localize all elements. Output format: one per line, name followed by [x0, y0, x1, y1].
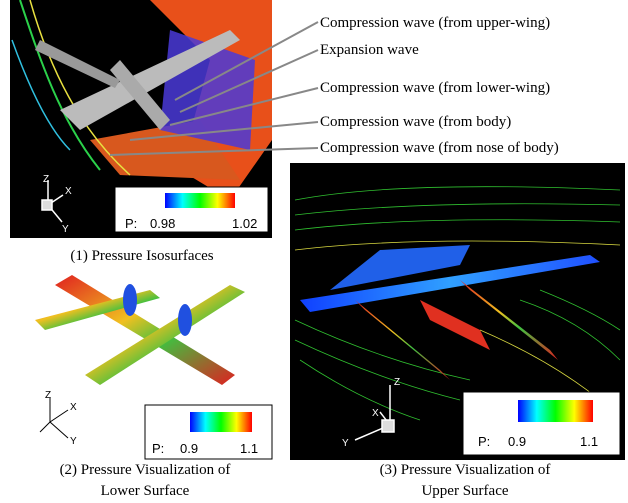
- caption: (2) Pressure Visualization of: [60, 462, 231, 478]
- colorbar-prefix: P:: [478, 434, 490, 449]
- axis-label: Z: [394, 377, 400, 388]
- axis-label: Y: [342, 438, 349, 449]
- panel-2: Z X Y P: 0.9 1.1: [35, 275, 272, 459]
- caption: (3) Pressure Visualization of: [380, 462, 551, 478]
- figure: Z X Y P: 0.98 1.02 Compression wave (fro…: [0, 0, 628, 503]
- axis-label: X: [372, 408, 379, 419]
- colorbar-prefix: P:: [152, 441, 164, 456]
- colorbar-min: 0.98: [150, 216, 175, 231]
- annotation: Compression wave (from nose of body): [320, 140, 559, 156]
- annotation: Expansion wave: [320, 42, 419, 58]
- axis-label: X: [65, 186, 72, 197]
- panel-1: Z X Y P: 0.98 1.02: [10, 0, 318, 238]
- annotation: Compression wave (from body): [320, 114, 511, 130]
- caption: (1) Pressure Isosurfaces: [70, 248, 213, 264]
- panel-3: Z X Y P: 0.9 1.1: [290, 163, 625, 460]
- annotation: Compression wave (from upper-wing): [320, 15, 550, 31]
- colorbar-max: 1.1: [240, 441, 258, 456]
- axis-label: Y: [70, 436, 77, 447]
- axis-label: Z: [43, 174, 49, 185]
- colorbar-min: 0.9: [180, 441, 198, 456]
- axis-label: Y: [62, 224, 69, 235]
- colorbar-max: 1.1: [580, 434, 598, 449]
- caption: Upper Surface: [421, 483, 508, 499]
- colorbar-min: 0.9: [508, 434, 526, 449]
- colorbar-max: 1.02: [232, 216, 257, 231]
- axis-label: X: [70, 402, 77, 413]
- colorbar-prefix: P:: [125, 216, 137, 231]
- caption: Lower Surface: [101, 483, 190, 499]
- figure-page: Z X Y P: 0.98 1.02 Compression wave (fro…: [0, 0, 628, 503]
- axis-label: Z: [45, 390, 51, 401]
- annotations: Compression wave (from upper-wing) Expan…: [320, 15, 559, 156]
- annotation: Compression wave (from lower-wing): [320, 80, 550, 96]
